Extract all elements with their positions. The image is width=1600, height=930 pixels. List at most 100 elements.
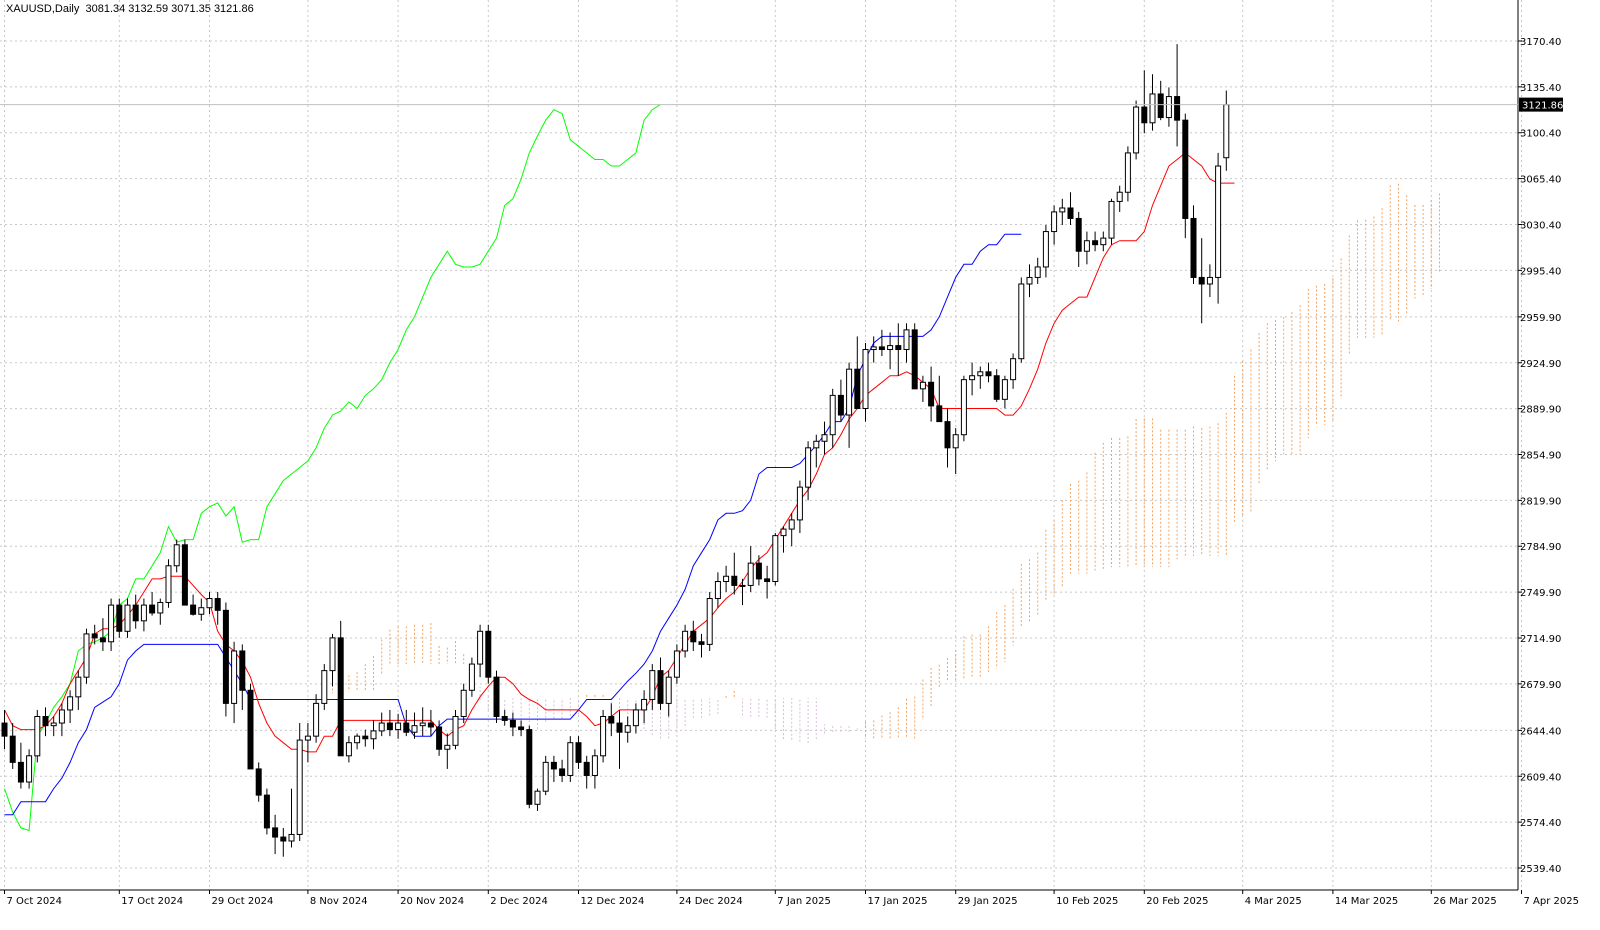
candle[interactable] (214, 591, 221, 625)
candle[interactable] (9, 723, 16, 769)
candle[interactable] (583, 755, 590, 789)
candle[interactable] (165, 559, 172, 608)
candle[interactable] (140, 598, 147, 632)
candles[interactable] (1, 44, 1230, 857)
candle[interactable] (608, 703, 615, 737)
candle[interactable] (657, 657, 664, 710)
candle[interactable] (509, 712, 516, 737)
candle[interactable] (682, 624, 689, 658)
candle[interactable] (1042, 225, 1049, 278)
candle[interactable] (632, 703, 639, 734)
candle[interactable] (108, 598, 115, 651)
candle[interactable] (67, 690, 74, 724)
candle[interactable] (1116, 185, 1123, 212)
candle[interactable] (370, 720, 377, 750)
candle[interactable] (362, 729, 369, 747)
candle[interactable] (378, 712, 385, 737)
candle[interactable] (1190, 205, 1197, 284)
candle[interactable] (895, 323, 902, 376)
candle[interactable] (591, 749, 598, 789)
candle[interactable] (616, 709, 623, 769)
candle[interactable] (198, 598, 205, 621)
candle[interactable] (813, 434, 820, 468)
candle[interactable] (190, 594, 197, 616)
candle[interactable] (42, 707, 49, 737)
candle[interactable] (181, 539, 188, 606)
candle[interactable] (944, 408, 951, 468)
candle[interactable] (354, 733, 361, 750)
candle[interactable] (1010, 353, 1017, 389)
candle[interactable] (1149, 74, 1156, 131)
candle[interactable] (780, 526, 787, 553)
candle[interactable] (1124, 146, 1131, 202)
candle[interactable] (747, 546, 754, 592)
candle[interactable] (788, 513, 795, 547)
candle[interactable] (936, 375, 943, 423)
candle[interactable] (1223, 90, 1230, 171)
candle[interactable] (427, 709, 434, 737)
candle[interactable] (288, 788, 295, 848)
candle[interactable] (862, 342, 869, 422)
candle[interactable] (1083, 231, 1090, 265)
candle[interactable] (206, 591, 213, 615)
candle[interactable] (829, 388, 836, 448)
candle[interactable] (1, 709, 8, 750)
candle[interactable] (526, 725, 533, 809)
candle[interactable] (337, 620, 344, 757)
candle[interactable] (805, 441, 812, 501)
candle[interactable] (231, 641, 238, 724)
candle[interactable] (403, 709, 410, 737)
candle[interactable] (1206, 264, 1213, 298)
candle[interactable] (1034, 257, 1041, 284)
candle[interactable] (477, 624, 484, 678)
candle[interactable] (911, 323, 918, 390)
candle[interactable] (534, 788, 541, 811)
candle[interactable] (641, 690, 648, 724)
candle[interactable] (690, 620, 697, 651)
candle[interactable] (1215, 152, 1222, 304)
candle[interactable] (673, 644, 680, 684)
candle[interactable] (706, 591, 713, 651)
candle[interactable] (436, 720, 443, 756)
candle[interactable] (837, 379, 844, 422)
candle[interactable] (575, 736, 582, 769)
candle[interactable] (665, 670, 672, 717)
candle[interactable] (501, 709, 508, 726)
candle[interactable] (1182, 113, 1189, 239)
candle[interactable] (649, 664, 656, 710)
candle[interactable] (34, 709, 41, 763)
candle[interactable] (928, 366, 935, 422)
candle[interactable] (542, 755, 549, 796)
candle[interactable] (411, 712, 418, 739)
candle[interactable] (698, 633, 705, 658)
candle[interactable] (99, 618, 106, 651)
candle[interactable] (1174, 44, 1181, 147)
candle[interactable] (1141, 70, 1148, 134)
candle[interactable] (272, 814, 279, 855)
candle[interactable] (419, 707, 426, 737)
candle[interactable] (1165, 87, 1172, 127)
candle[interactable] (263, 788, 270, 835)
candle[interactable] (468, 657, 475, 697)
candle[interactable] (977, 366, 984, 389)
candle[interactable] (1067, 192, 1074, 226)
candle[interactable] (878, 329, 885, 357)
candle[interactable] (985, 362, 992, 383)
candle[interactable] (149, 591, 156, 616)
candle[interactable] (26, 749, 33, 789)
candle[interactable] (493, 670, 500, 724)
candle[interactable] (1092, 231, 1099, 252)
candle[interactable] (313, 694, 320, 743)
candle[interactable] (821, 421, 828, 455)
candle[interactable] (255, 762, 262, 802)
candle[interactable] (772, 533, 779, 586)
candle[interactable] (518, 720, 525, 737)
candle[interactable] (17, 742, 24, 789)
candle[interactable] (395, 713, 402, 739)
candle[interactable] (854, 336, 861, 409)
candle[interactable] (1108, 198, 1115, 245)
candle[interactable] (624, 716, 631, 743)
candle[interactable] (731, 552, 738, 595)
